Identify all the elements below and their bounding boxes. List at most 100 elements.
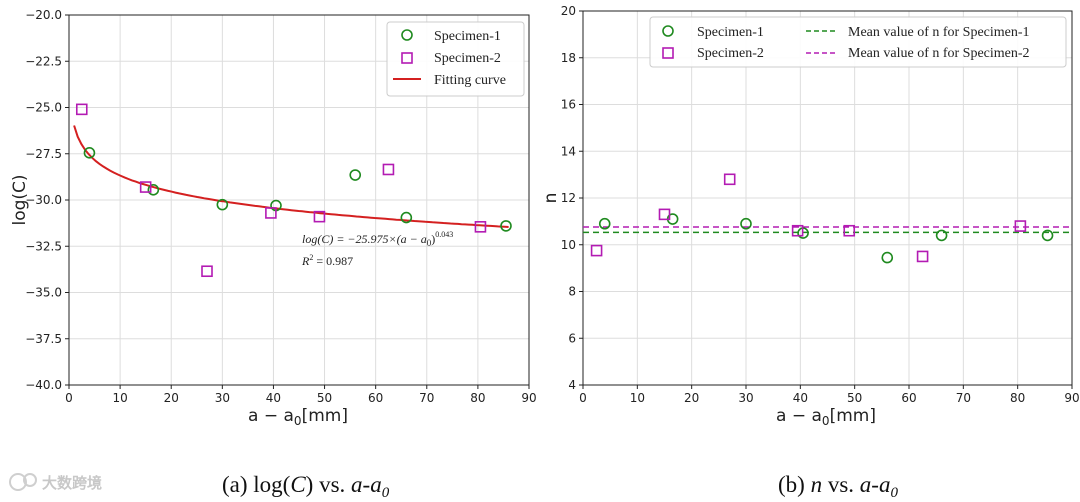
panel-a-y-tick-label: −32.5 bbox=[25, 239, 62, 253]
panel-b-y-tick-label: 18 bbox=[561, 51, 576, 65]
panel-b-x-tick-label: 70 bbox=[956, 391, 971, 405]
panel-a-point-specimen-1 bbox=[400, 211, 413, 224]
panel-b-point-specimen-1 bbox=[881, 251, 894, 264]
panel-b-legend-box bbox=[649, 16, 1067, 68]
panel-b-y-tick-label: 14 bbox=[561, 144, 576, 158]
panel-a-points bbox=[75, 103, 512, 278]
panel-a-x-tick-label: 60 bbox=[368, 391, 383, 405]
panel-a-point-specimen-2 bbox=[75, 103, 88, 116]
panel-a-y-tick-label: −22.5 bbox=[25, 54, 62, 68]
panel-b-x-axis-label: a − a0[mm] bbox=[776, 406, 876, 428]
panel-a-x-tick-label: 20 bbox=[164, 391, 179, 405]
panel-a-point-specimen-2 bbox=[474, 221, 487, 233]
panel-b-point-specimen-1 bbox=[598, 217, 611, 230]
panel-a-fit-layer bbox=[73, 125, 509, 228]
watermark: 大数跨境 bbox=[9, 473, 102, 492]
panel-b-points bbox=[590, 173, 1054, 264]
panel-b-x-tick-label: 60 bbox=[901, 391, 916, 405]
panel-a-x-tick-label: 0 bbox=[65, 391, 73, 405]
panel-b-legend: Specimen-1 Specimen-2 Mean value of n fo… bbox=[649, 16, 1067, 68]
panel-a-x-tick-label: 30 bbox=[215, 391, 230, 405]
panel-a-point-specimen-2 bbox=[201, 265, 213, 278]
panel-b-x-tick-label: 40 bbox=[793, 391, 808, 405]
legend-b-label-specimen-2: Specimen-2 bbox=[697, 46, 764, 61]
legend-label-specimen-2: Specimen-2 bbox=[434, 51, 501, 66]
panel-b-point-specimen-2 bbox=[916, 250, 929, 263]
panel-a-point-specimen-1 bbox=[83, 147, 96, 159]
panel-b-x-tick-label: 80 bbox=[1010, 391, 1025, 405]
panel-a-x-tick-label: 10 bbox=[112, 391, 127, 405]
panel-b-x-tick-label: 30 bbox=[738, 391, 753, 405]
panel-b-y-tick-label: 10 bbox=[561, 238, 576, 252]
panel-b-x-tick-label: 90 bbox=[1064, 391, 1079, 405]
legend-label-specimen-1: Specimen-1 bbox=[434, 29, 501, 44]
panel-a-point-specimen-2 bbox=[265, 207, 277, 219]
caption-b: (b) n vs. a-a0 bbox=[778, 472, 898, 501]
panel-a-x-tick-label: 70 bbox=[419, 391, 434, 405]
caption-a: (a) log(C) vs. a-a0 bbox=[222, 472, 390, 501]
legend-marker-specimen-1 bbox=[401, 29, 413, 41]
panel-b-point-specimen-2 bbox=[843, 224, 856, 237]
panel-b-point-specimen-2 bbox=[1014, 220, 1027, 232]
panel-a-y-tick-label: −40.0 bbox=[25, 378, 62, 392]
panel-b-y-tick-label: 8 bbox=[568, 285, 576, 299]
panel-a-y-tick-label: −27.5 bbox=[25, 147, 62, 161]
legend-label-fitting-curve: Fitting curve bbox=[434, 73, 506, 88]
panel-b-ticks: 0 10 20 30 40 50 60 70 80 90 4 6 8 10 12 14 16 18 20 bbox=[561, 4, 1080, 405]
panel-b-chart: 0 10 20 30 40 50 60 70 80 90 4 6 8 10 12 14 16 18 20 a − a… bbox=[541, 4, 1080, 428]
legend-label-mean-specimen-2: Mean value of n for Specimen-2 bbox=[848, 46, 1030, 61]
fit-equation: log(C) = −25.975×(a − a0)0.043 bbox=[302, 230, 453, 248]
panel-a-legend: Specimen-1 Specimen-2 Fitting curve bbox=[386, 21, 525, 97]
panel-a-point-specimen-1 bbox=[500, 220, 512, 232]
panel-a-point-specimen-1 bbox=[216, 198, 229, 211]
panel-b-y-tick-label: 16 bbox=[561, 98, 576, 112]
panel-b-x-tick-label: 50 bbox=[847, 391, 862, 405]
panel-a-chart: 0 10 20 30 40 50 60 70 80 90 −40.0 −37.5 −35.0 −32.5 −… bbox=[10, 8, 537, 428]
panel-a-y-tick-label: −30.0 bbox=[25, 193, 62, 207]
panel-a-point-specimen-2 bbox=[139, 181, 152, 193]
panel-b-point-specimen-2 bbox=[590, 244, 603, 257]
panel-b-point-specimen-1 bbox=[935, 229, 948, 242]
panel-b-y-tick-label: 20 bbox=[561, 4, 576, 18]
fitting-curve bbox=[73, 125, 509, 228]
panel-b-y-axis-label: n bbox=[541, 193, 561, 204]
panel-b-point-specimen-2 bbox=[658, 208, 671, 221]
watermark-text: 大数跨境 bbox=[42, 474, 102, 492]
panel-a-legend-box bbox=[386, 21, 525, 97]
panel-a-x-tick-label: 40 bbox=[266, 391, 281, 405]
panel-a-x-tick-label: 90 bbox=[521, 391, 536, 405]
panel-a-point-specimen-1 bbox=[147, 184, 160, 196]
watermark-logo-icon-2 bbox=[23, 473, 37, 487]
panel-a-y-axis-label: log(C) bbox=[10, 174, 30, 225]
panel-a-point-specimen-2 bbox=[382, 163, 395, 176]
panel-a-x-axis-label: a − a0[mm] bbox=[248, 406, 348, 428]
panel-b-mean-lines bbox=[583, 226, 1072, 234]
panel-b-x-tick-label: 20 bbox=[684, 391, 699, 405]
panel-a-y-tick-label: −25.0 bbox=[25, 101, 62, 115]
legend-label-mean-specimen-1: Mean value of n for Specimen-1 bbox=[848, 25, 1030, 40]
panel-a-ticks: 0 10 20 30 40 50 60 70 80 90 −40.0 −37.5 −35.0 −32.5 −… bbox=[25, 8, 536, 405]
watermark-logo-icon bbox=[9, 473, 27, 491]
legend-marker-specimen-2 bbox=[401, 52, 413, 64]
panel-b-y-tick-label: 6 bbox=[568, 331, 576, 345]
panel-a-y-tick-label: −37.5 bbox=[25, 332, 62, 346]
panel-a-x-tick-label: 50 bbox=[317, 391, 332, 405]
panel-b-y-tick-label: 4 bbox=[568, 378, 576, 392]
panel-b-point-specimen-2 bbox=[723, 173, 736, 186]
panel-a-point-specimen-1 bbox=[349, 169, 362, 181]
panel-a-y-tick-label: −20.0 bbox=[25, 8, 62, 22]
legend-b-marker-specimen-2 bbox=[662, 47, 674, 59]
panel-b-y-tick-label: 12 bbox=[561, 191, 576, 205]
panel-b-x-tick-label: 0 bbox=[579, 391, 587, 405]
panel-a-x-tick-label: 80 bbox=[470, 391, 485, 405]
panel-a-point-specimen-2 bbox=[313, 210, 326, 223]
legend-b-marker-specimen-1 bbox=[662, 25, 674, 37]
panel-b-x-tick-label: 10 bbox=[630, 391, 645, 405]
panel-b-point-specimen-2 bbox=[791, 224, 804, 237]
panel-a-y-tick-label: −35.0 bbox=[25, 286, 62, 300]
legend-b-label-specimen-1: Specimen-1 bbox=[697, 25, 764, 40]
r-squared-label: R2 = 0.987 bbox=[301, 253, 353, 268]
panel-b-point-specimen-1 bbox=[1041, 229, 1054, 242]
panel-b-point-specimen-1 bbox=[740, 217, 752, 230]
